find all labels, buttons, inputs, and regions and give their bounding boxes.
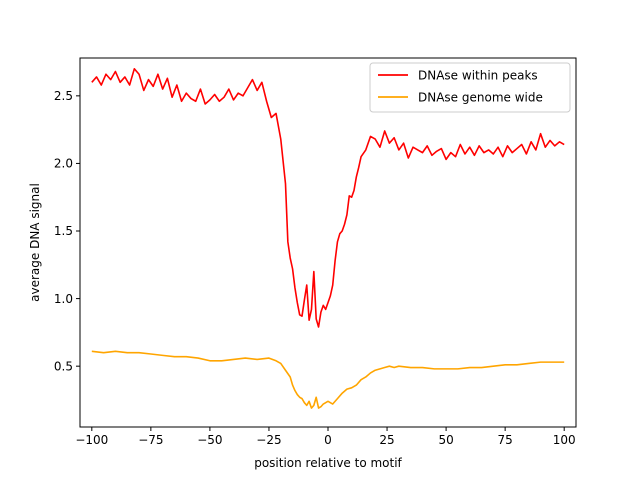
x-tick-label: −75	[138, 433, 163, 447]
y-tick-label: 1.0	[54, 292, 73, 306]
y-tick-label: 2.0	[54, 157, 73, 171]
series-line-within-peaks	[91, 68, 565, 328]
plot-area	[79, 57, 577, 428]
y-tick-label: 2.5	[54, 89, 73, 103]
legend-box	[369, 62, 571, 113]
x-tick-label: 0	[324, 433, 332, 447]
y-tick-label: 0.5	[54, 359, 73, 373]
series-line-genome-wide	[91, 350, 565, 409]
x-tick-label: −100	[75, 433, 108, 447]
x-tick-label: −25	[256, 433, 281, 447]
x-tick-label: 75	[498, 433, 513, 447]
x-tick-label: 100	[553, 433, 576, 447]
legend-label-within-peaks: DNAse within peaks	[418, 69, 538, 83]
x-axis-label: position relative to motif	[254, 456, 402, 470]
x-tick-label: 50	[438, 433, 453, 447]
legend-label-genome-wide: DNAse genome wide	[418, 91, 543, 105]
y-tick-label: 1.5	[54, 224, 73, 238]
legend: DNAse within peaks DNAse genome wide	[369, 62, 571, 113]
y-axis-label: average DNA signal	[28, 183, 42, 302]
x-tick-label: −50	[197, 433, 222, 447]
x-tick-label: 25	[379, 433, 394, 447]
